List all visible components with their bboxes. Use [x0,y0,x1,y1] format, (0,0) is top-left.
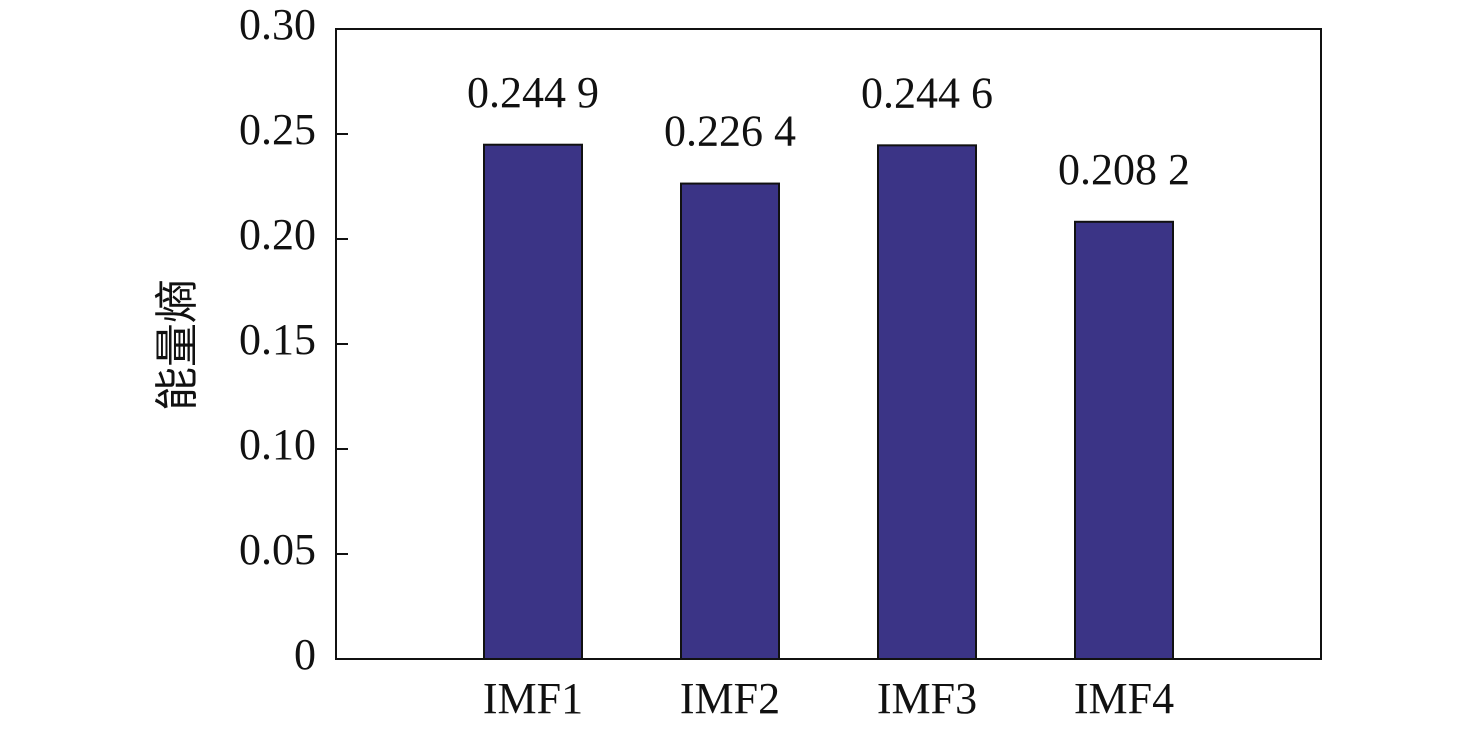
x-tick-label: IMF3 [877,674,977,723]
value-label: 0.226 4 [664,107,796,156]
bar [877,144,977,660]
x-tick-label: IMF2 [680,674,780,723]
y-tick-label: 0.10 [239,420,316,469]
y-tick-label: 0.05 [239,525,316,574]
value-label: 0.208 2 [1058,145,1190,194]
bar [483,143,583,660]
y-tick-label: 0.30 [239,0,316,49]
x-tick-label: IMF4 [1074,674,1174,723]
y-tick-label: 0.25 [239,105,316,154]
value-label: 0.244 6 [861,68,993,117]
value-label: 0.244 9 [467,68,599,117]
y-tick-label: 0 [294,630,316,679]
x-tick-label: IMF1 [483,674,583,723]
bar [1074,220,1174,660]
y-axis-label: 能量熵 [153,279,202,411]
y-tick-label: 0.20 [239,210,316,259]
y-tick-label: 0.15 [239,315,316,364]
bar [680,182,780,660]
